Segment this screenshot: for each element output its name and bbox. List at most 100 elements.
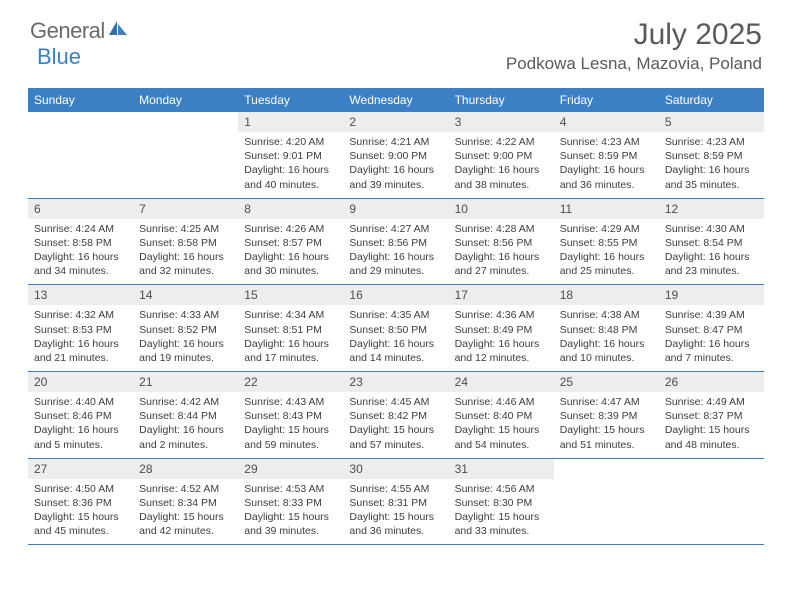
calendar-grid: SundayMondayTuesdayWednesdayThursdayFrid… xyxy=(28,88,764,545)
day-header: Wednesday xyxy=(343,88,448,112)
day-number: 25 xyxy=(554,372,659,392)
day-number: 20 xyxy=(28,372,133,392)
header: General July 2025 Podkowa Lesna, Mazovia… xyxy=(0,0,792,82)
day-info: Sunrise: 4:35 AMSunset: 8:50 PMDaylight:… xyxy=(343,305,448,371)
day-info: Sunrise: 4:26 AMSunset: 8:57 PMDaylight:… xyxy=(238,219,343,285)
day-cell: 18Sunrise: 4:38 AMSunset: 8:48 PMDayligh… xyxy=(554,285,659,371)
brand-name-1: General xyxy=(30,18,105,44)
day-header: Saturday xyxy=(659,88,764,112)
day-cell: 23Sunrise: 4:45 AMSunset: 8:42 PMDayligh… xyxy=(343,372,448,458)
day-info: Sunrise: 4:43 AMSunset: 8:43 PMDaylight:… xyxy=(238,392,343,458)
week-row: 20Sunrise: 4:40 AMSunset: 8:46 PMDayligh… xyxy=(28,372,764,459)
day-info: Sunrise: 4:27 AMSunset: 8:56 PMDaylight:… xyxy=(343,219,448,285)
day-info: Sunrise: 4:22 AMSunset: 9:00 PMDaylight:… xyxy=(449,132,554,198)
day-number: 23 xyxy=(343,372,448,392)
day-cell: 8Sunrise: 4:26 AMSunset: 8:57 PMDaylight… xyxy=(238,199,343,285)
day-info: Sunrise: 4:21 AMSunset: 9:00 PMDaylight:… xyxy=(343,132,448,198)
day-cell: 13Sunrise: 4:32 AMSunset: 8:53 PMDayligh… xyxy=(28,285,133,371)
week-row: 13Sunrise: 4:32 AMSunset: 8:53 PMDayligh… xyxy=(28,285,764,372)
day-cell: 6Sunrise: 4:24 AMSunset: 8:58 PMDaylight… xyxy=(28,199,133,285)
day-number: 22 xyxy=(238,372,343,392)
day-cell xyxy=(28,112,133,198)
day-info: Sunrise: 4:33 AMSunset: 8:52 PMDaylight:… xyxy=(133,305,238,371)
month-title: July 2025 xyxy=(506,18,762,52)
day-info: Sunrise: 4:56 AMSunset: 8:30 PMDaylight:… xyxy=(449,479,554,545)
day-cell: 30Sunrise: 4:55 AMSunset: 8:31 PMDayligh… xyxy=(343,459,448,545)
day-info: Sunrise: 4:23 AMSunset: 8:59 PMDaylight:… xyxy=(554,132,659,198)
day-cell: 11Sunrise: 4:29 AMSunset: 8:55 PMDayligh… xyxy=(554,199,659,285)
day-cell: 1Sunrise: 4:20 AMSunset: 9:01 PMDaylight… xyxy=(238,112,343,198)
day-cell: 16Sunrise: 4:35 AMSunset: 8:50 PMDayligh… xyxy=(343,285,448,371)
day-number: 8 xyxy=(238,199,343,219)
brand-logo: General xyxy=(30,18,131,44)
day-header: Monday xyxy=(133,88,238,112)
day-number: 15 xyxy=(238,285,343,305)
day-number: 19 xyxy=(659,285,764,305)
day-cell: 5Sunrise: 4:23 AMSunset: 8:59 PMDaylight… xyxy=(659,112,764,198)
day-cell: 22Sunrise: 4:43 AMSunset: 8:43 PMDayligh… xyxy=(238,372,343,458)
day-cell: 19Sunrise: 4:39 AMSunset: 8:47 PMDayligh… xyxy=(659,285,764,371)
day-number: 17 xyxy=(449,285,554,305)
day-number: 28 xyxy=(133,459,238,479)
day-info: Sunrise: 4:29 AMSunset: 8:55 PMDaylight:… xyxy=(554,219,659,285)
day-cell: 3Sunrise: 4:22 AMSunset: 9:00 PMDaylight… xyxy=(449,112,554,198)
day-info: Sunrise: 4:36 AMSunset: 8:49 PMDaylight:… xyxy=(449,305,554,371)
day-cell xyxy=(659,459,764,545)
day-info: Sunrise: 4:38 AMSunset: 8:48 PMDaylight:… xyxy=(554,305,659,371)
day-number: 14 xyxy=(133,285,238,305)
day-number: 1 xyxy=(238,112,343,132)
day-number: 16 xyxy=(343,285,448,305)
day-number: 5 xyxy=(659,112,764,132)
day-info: Sunrise: 4:52 AMSunset: 8:34 PMDaylight:… xyxy=(133,479,238,545)
day-info: Sunrise: 4:32 AMSunset: 8:53 PMDaylight:… xyxy=(28,305,133,371)
day-number: 30 xyxy=(343,459,448,479)
day-number: 21 xyxy=(133,372,238,392)
day-cell: 14Sunrise: 4:33 AMSunset: 8:52 PMDayligh… xyxy=(133,285,238,371)
day-number: 3 xyxy=(449,112,554,132)
day-number: 4 xyxy=(554,112,659,132)
day-info: Sunrise: 4:28 AMSunset: 8:56 PMDaylight:… xyxy=(449,219,554,285)
day-info: Sunrise: 4:55 AMSunset: 8:31 PMDaylight:… xyxy=(343,479,448,545)
day-info: Sunrise: 4:45 AMSunset: 8:42 PMDaylight:… xyxy=(343,392,448,458)
day-number: 10 xyxy=(449,199,554,219)
day-info: Sunrise: 4:34 AMSunset: 8:51 PMDaylight:… xyxy=(238,305,343,371)
day-cell: 31Sunrise: 4:56 AMSunset: 8:30 PMDayligh… xyxy=(449,459,554,545)
day-info: Sunrise: 4:42 AMSunset: 8:44 PMDaylight:… xyxy=(133,392,238,458)
day-cell xyxy=(554,459,659,545)
day-cell: 20Sunrise: 4:40 AMSunset: 8:46 PMDayligh… xyxy=(28,372,133,458)
day-info: Sunrise: 4:50 AMSunset: 8:36 PMDaylight:… xyxy=(28,479,133,545)
brand-name-2-wrap: Blue xyxy=(37,44,81,70)
day-number: 13 xyxy=(28,285,133,305)
day-info: Sunrise: 4:49 AMSunset: 8:37 PMDaylight:… xyxy=(659,392,764,458)
day-cell: 2Sunrise: 4:21 AMSunset: 9:00 PMDaylight… xyxy=(343,112,448,198)
day-number: 12 xyxy=(659,199,764,219)
day-number: 2 xyxy=(343,112,448,132)
day-number: 11 xyxy=(554,199,659,219)
week-row: 27Sunrise: 4:50 AMSunset: 8:36 PMDayligh… xyxy=(28,459,764,546)
day-info: Sunrise: 4:24 AMSunset: 8:58 PMDaylight:… xyxy=(28,219,133,285)
day-cell: 4Sunrise: 4:23 AMSunset: 8:59 PMDaylight… xyxy=(554,112,659,198)
day-header: Tuesday xyxy=(238,88,343,112)
day-cell: 9Sunrise: 4:27 AMSunset: 8:56 PMDaylight… xyxy=(343,199,448,285)
day-cell: 10Sunrise: 4:28 AMSunset: 8:56 PMDayligh… xyxy=(449,199,554,285)
day-info: Sunrise: 4:46 AMSunset: 8:40 PMDaylight:… xyxy=(449,392,554,458)
day-info: Sunrise: 4:47 AMSunset: 8:39 PMDaylight:… xyxy=(554,392,659,458)
day-cell: 7Sunrise: 4:25 AMSunset: 8:58 PMDaylight… xyxy=(133,199,238,285)
brand-name-2: Blue xyxy=(37,44,81,69)
day-cell: 29Sunrise: 4:53 AMSunset: 8:33 PMDayligh… xyxy=(238,459,343,545)
week-row: 1Sunrise: 4:20 AMSunset: 9:01 PMDaylight… xyxy=(28,112,764,199)
day-number: 26 xyxy=(659,372,764,392)
day-number: 7 xyxy=(133,199,238,219)
day-info: Sunrise: 4:53 AMSunset: 8:33 PMDaylight:… xyxy=(238,479,343,545)
day-cell: 17Sunrise: 4:36 AMSunset: 8:49 PMDayligh… xyxy=(449,285,554,371)
day-cell: 21Sunrise: 4:42 AMSunset: 8:44 PMDayligh… xyxy=(133,372,238,458)
day-header-row: SundayMondayTuesdayWednesdayThursdayFrid… xyxy=(28,88,764,112)
day-info: Sunrise: 4:20 AMSunset: 9:01 PMDaylight:… xyxy=(238,132,343,198)
day-info: Sunrise: 4:23 AMSunset: 8:59 PMDaylight:… xyxy=(659,132,764,198)
day-info: Sunrise: 4:25 AMSunset: 8:58 PMDaylight:… xyxy=(133,219,238,285)
day-info: Sunrise: 4:39 AMSunset: 8:47 PMDaylight:… xyxy=(659,305,764,371)
day-cell: 27Sunrise: 4:50 AMSunset: 8:36 PMDayligh… xyxy=(28,459,133,545)
day-cell: 26Sunrise: 4:49 AMSunset: 8:37 PMDayligh… xyxy=(659,372,764,458)
day-number: 29 xyxy=(238,459,343,479)
day-number: 27 xyxy=(28,459,133,479)
